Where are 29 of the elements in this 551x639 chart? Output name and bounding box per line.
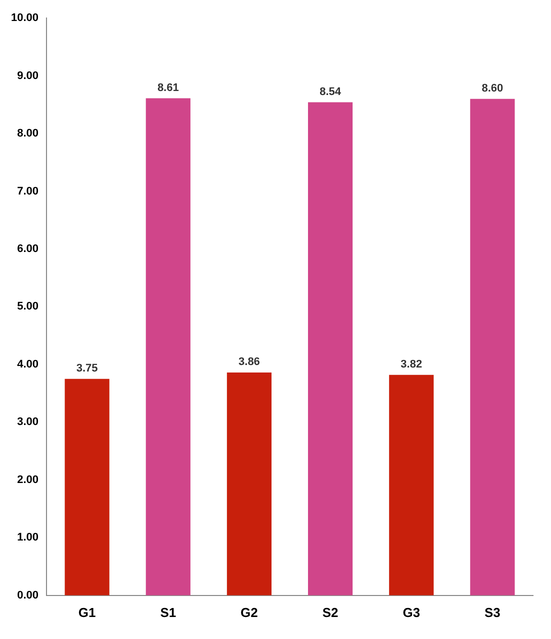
data-label: 3.86 (238, 356, 260, 368)
y-tick-label: 7.00 (17, 185, 39, 198)
bar (389, 374, 434, 596)
data-label: 8.61 (157, 82, 179, 94)
bar (64, 378, 110, 596)
x-tick-label: G3 (402, 604, 420, 620)
x-tick-label: S2 (322, 604, 338, 620)
y-tick-label: 3.00 (17, 416, 39, 428)
x-tick-label: G1 (78, 604, 96, 620)
bar (226, 372, 272, 596)
y-tick-label: 6.00 (17, 242, 39, 255)
bar (308, 102, 353, 596)
x-tick-label: S3 (484, 604, 500, 620)
data-label: 3.75 (76, 362, 98, 374)
data-label: 3.82 (400, 358, 422, 370)
y-tick-label: 1.00 (17, 532, 39, 544)
data-label: 8.54 (320, 86, 342, 98)
y-tick-label: 8.00 (17, 128, 39, 140)
data-label: 8.60 (482, 82, 504, 94)
y-tick-label: 0.00 (17, 589, 39, 602)
x-tick-label: G2 (240, 604, 258, 620)
y-tick-label: 10.00 (10, 12, 39, 24)
y-tick-label: 4.00 (17, 358, 39, 370)
y-tick-label: 9.00 (17, 70, 39, 82)
y-tick-label: 2.00 (17, 474, 39, 486)
bar (146, 98, 190, 596)
bar (470, 98, 515, 596)
x-tick-label: S1 (160, 604, 176, 620)
y-tick-label: 5.00 (17, 300, 39, 313)
